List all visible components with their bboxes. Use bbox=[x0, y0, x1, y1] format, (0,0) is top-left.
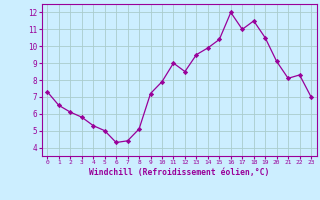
X-axis label: Windchill (Refroidissement éolien,°C): Windchill (Refroidissement éolien,°C) bbox=[89, 168, 269, 177]
